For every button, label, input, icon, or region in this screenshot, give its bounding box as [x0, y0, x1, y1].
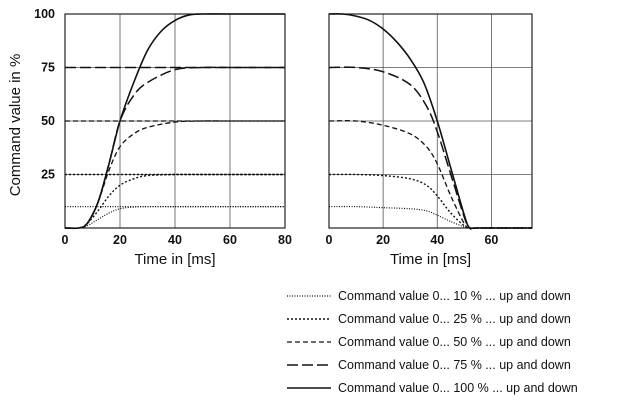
legend-label: Command value 0... 75 % ... up and down	[338, 358, 571, 372]
series-line	[328, 120, 532, 229]
panel-up: 0 20 40 60 80 25 50 75 100 Time in [ms] Command va…	[7, 7, 292, 268]
x-tick-label: 0	[62, 233, 69, 247]
panel-down: 0 20 40 60 Time in [ms]	[326, 13, 533, 268]
legend-item: Command value 0... 100 % ... up and down	[287, 381, 578, 395]
x-axis-label: Time in [ms]	[390, 251, 471, 268]
legend-item: Command value 0... 75 % ... up and down	[287, 358, 571, 372]
y-axis-label: Command value in %	[7, 54, 24, 197]
x-tick-label: 20	[376, 233, 390, 247]
legend-label: Command value 0... 50 % ... up and down	[338, 335, 571, 349]
y-tick-label: 100	[34, 7, 55, 21]
legend-item: Command value 0... 50 % ... up and down	[287, 335, 571, 349]
series-line	[328, 66, 532, 230]
legend-label: Command value 0... 10 % ... up and down	[338, 289, 571, 303]
response-curve	[64, 173, 285, 230]
grid	[329, 14, 532, 228]
y-tick-label: 75	[41, 61, 55, 75]
x-tick-label: 60	[223, 233, 237, 247]
response-curve	[64, 66, 285, 230]
x-tick-label: 0	[326, 233, 333, 247]
x-tick-label: 80	[278, 233, 292, 247]
series-line	[328, 205, 532, 229]
x-tick-label: 40	[430, 233, 444, 247]
x-axis-label: Time in [ms]	[134, 251, 215, 268]
x-tick-label: 40	[168, 233, 182, 247]
y-tick-label: 50	[41, 114, 55, 128]
x-tick-label: 20	[113, 233, 127, 247]
legend-item: Command value 0... 25 % ... up and down	[287, 312, 571, 326]
legend-item: Command value 0... 10 % ... up and down	[287, 289, 571, 303]
series-line	[328, 173, 532, 229]
legend-label: Command value 0... 25 % ... up and down	[338, 312, 571, 326]
legend-label: Command value 0... 100 % ... up and down	[338, 381, 578, 395]
series-line	[328, 13, 532, 230]
legend: Command value 0... 10 % ... up and down C…	[287, 289, 578, 395]
x-tick-label: 60	[484, 233, 498, 247]
y-tick-label: 25	[41, 168, 55, 182]
